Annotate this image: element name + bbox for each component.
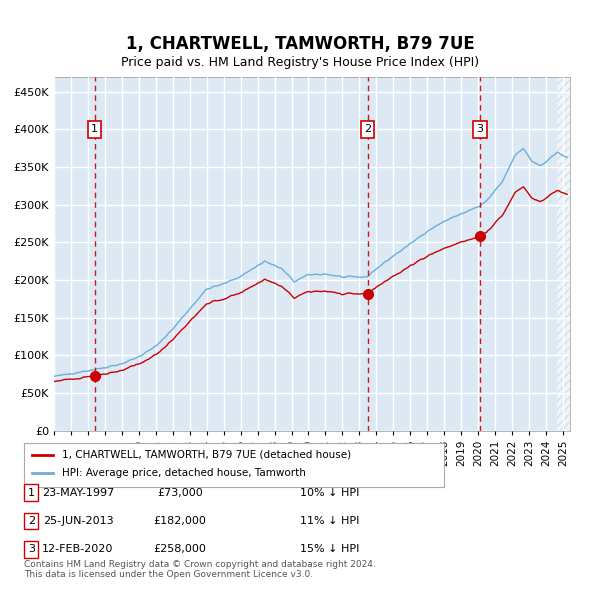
Text: 1, CHARTWELL, TAMWORTH, B79 7UE: 1, CHARTWELL, TAMWORTH, B79 7UE [125, 35, 475, 54]
Text: 12-FEB-2020: 12-FEB-2020 [43, 545, 113, 554]
Text: 11% ↓ HPI: 11% ↓ HPI [300, 516, 359, 526]
Text: £258,000: £258,000 [154, 545, 206, 554]
Text: 25-JUN-2013: 25-JUN-2013 [43, 516, 113, 526]
Text: £73,000: £73,000 [157, 488, 203, 497]
Text: 3: 3 [28, 545, 35, 554]
Text: Price paid vs. HM Land Registry's House Price Index (HPI): Price paid vs. HM Land Registry's House … [121, 56, 479, 69]
Text: Contains HM Land Registry data © Crown copyright and database right 2024.
This d: Contains HM Land Registry data © Crown c… [24, 560, 376, 579]
Text: 15% ↓ HPI: 15% ↓ HPI [300, 545, 359, 554]
Text: 3: 3 [476, 124, 484, 135]
Text: 1: 1 [91, 124, 98, 135]
Text: 2: 2 [364, 124, 371, 135]
Text: HPI: Average price, detached house, Tamworth: HPI: Average price, detached house, Tamw… [62, 468, 305, 478]
Text: 1, CHARTWELL, TAMWORTH, B79 7UE (detached house): 1, CHARTWELL, TAMWORTH, B79 7UE (detache… [62, 450, 351, 460]
Text: 1: 1 [28, 488, 35, 497]
Text: 10% ↓ HPI: 10% ↓ HPI [300, 488, 359, 497]
Text: 23-MAY-1997: 23-MAY-1997 [42, 488, 114, 497]
Text: £182,000: £182,000 [154, 516, 206, 526]
Text: 2: 2 [28, 516, 35, 526]
Bar [557, 77, 570, 431]
